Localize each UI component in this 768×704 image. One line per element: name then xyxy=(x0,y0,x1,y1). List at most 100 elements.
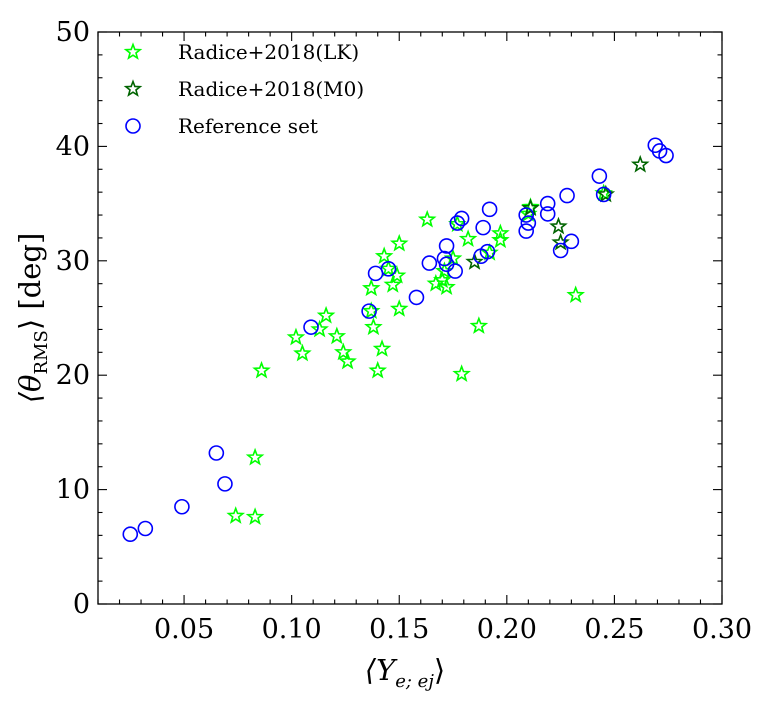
x-axis-label-sub: e; ej xyxy=(395,671,434,692)
plot-frame xyxy=(97,31,723,605)
legend: Radice+2018(LK) Radice+2018(M0) Reference … xyxy=(123,40,364,138)
star-point xyxy=(426,273,446,292)
star-point xyxy=(469,316,489,334)
reference-point xyxy=(421,255,438,271)
star-point xyxy=(448,214,467,233)
x-tick-label: 0.05 xyxy=(154,614,214,645)
legend-label: Radice+2018(LK) xyxy=(178,40,359,64)
star-point xyxy=(252,360,271,379)
star-point xyxy=(566,285,585,304)
star-point xyxy=(368,360,388,379)
star-point xyxy=(364,317,383,336)
reference-point xyxy=(539,195,556,212)
reference-point xyxy=(518,223,534,239)
reference-point xyxy=(475,219,491,236)
reference-point xyxy=(539,206,556,222)
star-point xyxy=(458,229,478,247)
y-tick-label: 40 xyxy=(56,131,90,162)
data-points xyxy=(122,137,674,543)
star-point xyxy=(333,342,353,361)
x-axis-label-close: ⟩ xyxy=(434,653,445,687)
reference-point xyxy=(447,263,463,279)
reference-point xyxy=(518,207,534,223)
star-point xyxy=(491,223,510,242)
y-tick-label: 10 xyxy=(56,475,90,506)
reference-point xyxy=(438,238,455,254)
y-axis-label-main: ⟨θ xyxy=(13,375,47,404)
series-1 xyxy=(465,154,650,270)
star-point xyxy=(630,154,650,173)
reference-point xyxy=(380,261,397,277)
star-point xyxy=(551,232,570,251)
reference-point xyxy=(591,168,608,184)
reference-point xyxy=(449,215,466,231)
legend-marker xyxy=(123,42,143,60)
star-point xyxy=(286,327,306,346)
y-tick-label: 20 xyxy=(56,360,90,391)
y-axis-label: ⟨θRMS⟩ [deg] xyxy=(13,233,52,404)
series-0 xyxy=(226,183,613,525)
reference-point xyxy=(367,265,384,282)
reference-point xyxy=(303,319,319,335)
x-axis-label: ⟨Ye; ej⟩ xyxy=(365,653,445,692)
reference-point xyxy=(174,498,190,515)
reference-point xyxy=(408,289,425,306)
star-point xyxy=(245,447,265,466)
star-point xyxy=(549,216,568,235)
reference-point xyxy=(453,210,470,227)
y-axis-label-sub: RMS xyxy=(31,330,52,374)
star-point xyxy=(310,319,329,338)
reference-point xyxy=(361,303,377,319)
x-tick-label: 0.30 xyxy=(692,614,752,645)
y-tick-label: 0 xyxy=(73,589,90,620)
x-tick-label: 0.10 xyxy=(262,614,322,645)
star-point xyxy=(379,259,398,277)
star-point xyxy=(374,246,394,265)
reference-point xyxy=(520,215,537,231)
legend-label: Radice+2018(M0) xyxy=(178,77,364,101)
x-tick-label: 0.20 xyxy=(477,614,537,645)
star-point xyxy=(452,364,471,382)
star-point xyxy=(432,270,452,289)
star-point xyxy=(293,343,312,362)
star-point xyxy=(417,209,437,228)
star-point xyxy=(245,507,265,525)
reference-point xyxy=(658,147,674,164)
star-point xyxy=(226,506,246,524)
star-point xyxy=(372,339,392,357)
reference-point xyxy=(595,186,612,203)
reference-point xyxy=(208,445,225,461)
series-2 xyxy=(122,137,674,543)
star-point xyxy=(521,198,540,217)
reference-point xyxy=(559,187,575,204)
reference-point xyxy=(122,526,139,543)
star-point xyxy=(327,326,347,345)
star-point xyxy=(361,301,381,320)
star-point xyxy=(491,230,510,249)
reference-point xyxy=(137,520,154,537)
y-axis-label-close: ⟩ [deg] xyxy=(13,233,47,330)
reference-point xyxy=(479,243,496,260)
legend-label: Reference set xyxy=(178,114,318,138)
star-point xyxy=(389,233,409,252)
x-axis-label-main: ⟨Y xyxy=(365,653,398,687)
reference-point xyxy=(563,233,580,250)
star-point xyxy=(387,265,407,284)
star-point xyxy=(361,278,381,297)
reference-point xyxy=(552,242,569,259)
reference-point xyxy=(481,201,498,218)
reference-point xyxy=(217,476,233,492)
y-tick-label: 30 xyxy=(56,246,90,277)
star-point xyxy=(437,277,456,296)
star-point xyxy=(389,299,409,317)
star-point xyxy=(383,275,403,293)
legend-marker xyxy=(125,118,141,134)
star-point xyxy=(596,184,616,203)
star-point xyxy=(338,351,357,370)
star-point xyxy=(465,252,484,270)
star-point xyxy=(435,261,454,280)
axis-ticks: 0.05 0.10 0.15 0.20 0.25 0.30 0 10 20 30 40 50 xyxy=(56,17,752,645)
legend-marker xyxy=(123,79,143,97)
star-point xyxy=(316,305,336,324)
